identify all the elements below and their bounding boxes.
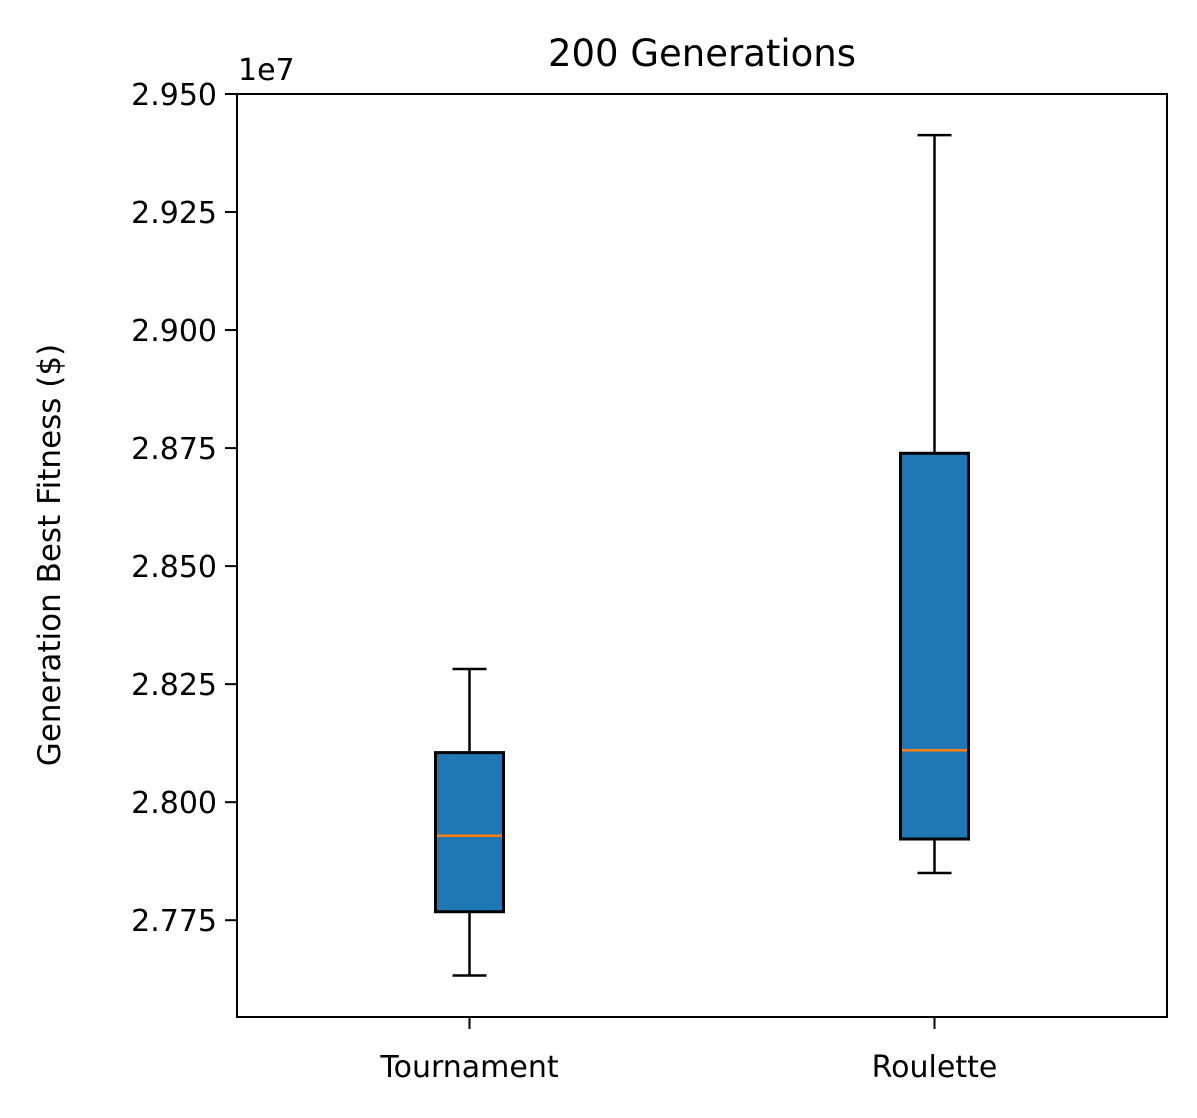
box-roulette — [899, 133, 970, 875]
y-tick-label: 2.950 — [131, 78, 217, 113]
box-body — [899, 451, 970, 841]
y-tick-label: 2.850 — [131, 550, 217, 585]
y-tick-label: 2.800 — [131, 786, 217, 821]
x-tick-label: Tournament — [379, 1050, 558, 1085]
y-tick-label: 2.775 — [131, 904, 217, 939]
y-tick-label: 2.900 — [131, 314, 217, 349]
box-body — [434, 751, 505, 914]
y-tick-label: 2.925 — [131, 196, 217, 231]
chart-title: 200 Generations — [548, 32, 856, 75]
y-axis-ticks: 2.775 2.800 2.825 2.850 2.875 2.900 2.925 2.950 — [131, 78, 237, 939]
box-series — [434, 133, 970, 977]
box-tournament — [434, 667, 505, 977]
y-axis-offset-label: 1e7 — [238, 53, 295, 88]
y-tick-label: 2.825 — [131, 668, 217, 703]
x-axis-ticks: Tournament Roulette — [379, 1017, 997, 1085]
x-tick-label: Roulette — [872, 1050, 998, 1085]
y-axis-label: Generation Best Fitness ($) — [32, 344, 68, 766]
y-tick-label: 2.875 — [131, 432, 217, 467]
plot-frame — [236, 93, 1168, 1018]
